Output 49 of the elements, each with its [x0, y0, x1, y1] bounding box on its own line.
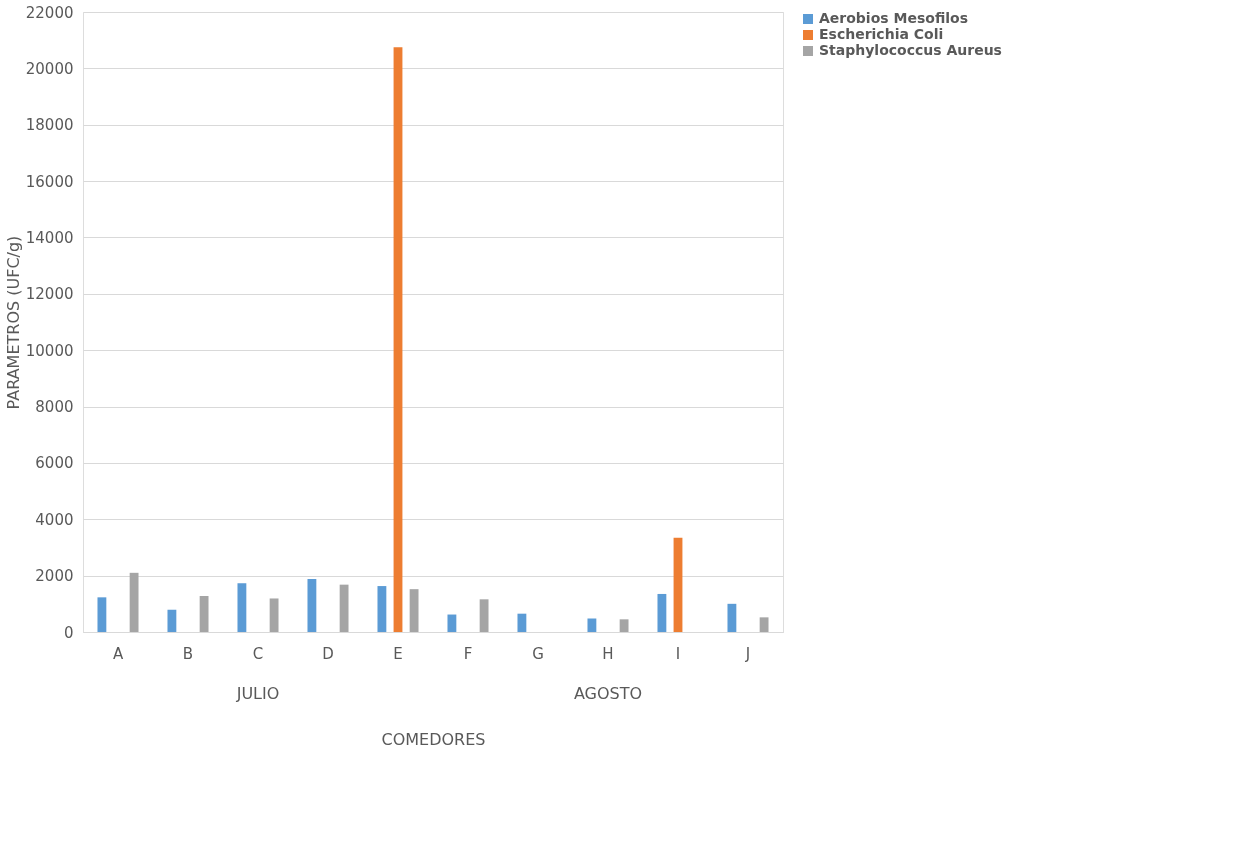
bar [479, 599, 489, 632]
y-tick-label: 12000 [25, 285, 74, 304]
legend-label: Staphylococcus Aureus [819, 42, 1002, 58]
bar [673, 537, 683, 632]
bar [727, 603, 737, 632]
x-tick-label: I [675, 644, 681, 663]
y-tick-label: 6000 [35, 454, 74, 473]
bar [619, 619, 629, 632]
y-tick-label: 18000 [25, 116, 74, 135]
y-tick-label: 4000 [35, 510, 74, 529]
x-tick-label: E [393, 644, 403, 663]
x-tick-label: C [252, 644, 264, 663]
y-tick-label: 10000 [25, 341, 74, 360]
text: AGOSTO [573, 684, 643, 703]
y-tick-label: 16000 [25, 172, 74, 191]
y-tick-label: 8000 [35, 398, 74, 417]
legend-label: Escherichia Coli [819, 26, 944, 42]
bar [409, 589, 419, 632]
y-tick-label: 0 [63, 623, 74, 642]
y-tick-label: 2000 [35, 567, 74, 586]
bar [307, 579, 317, 632]
y-axis-title: PARAMETROS (UFC/g) [3, 235, 23, 410]
x-tick-label: D [322, 644, 334, 663]
y-tick-label: 14000 [25, 228, 74, 247]
x-tick-label: B [182, 644, 194, 663]
bar [657, 593, 667, 632]
bar [269, 598, 279, 632]
x-tick-label: G [532, 644, 544, 663]
bar [447, 614, 457, 632]
x-axis-title: COMEDORES [381, 729, 486, 749]
bar [97, 597, 107, 632]
y-tick-label: 22000 [25, 3, 74, 22]
x-tick-label: H [602, 644, 614, 663]
bar [517, 613, 527, 632]
x-tick-label: F [463, 644, 473, 663]
bar [393, 47, 403, 632]
y-tick-label: 20000 [25, 59, 74, 78]
bar [167, 609, 177, 632]
bar [339, 584, 349, 632]
bar [237, 583, 247, 632]
bar [129, 572, 139, 632]
x-tick-label: A [112, 644, 124, 663]
bar [199, 595, 209, 632]
bar [759, 617, 769, 632]
text: JULIO [235, 684, 280, 703]
bar [377, 586, 387, 632]
legend-label: Aerobios Mesofilos [819, 10, 969, 26]
x-tick-label: J [744, 644, 751, 663]
bar [587, 618, 597, 632]
